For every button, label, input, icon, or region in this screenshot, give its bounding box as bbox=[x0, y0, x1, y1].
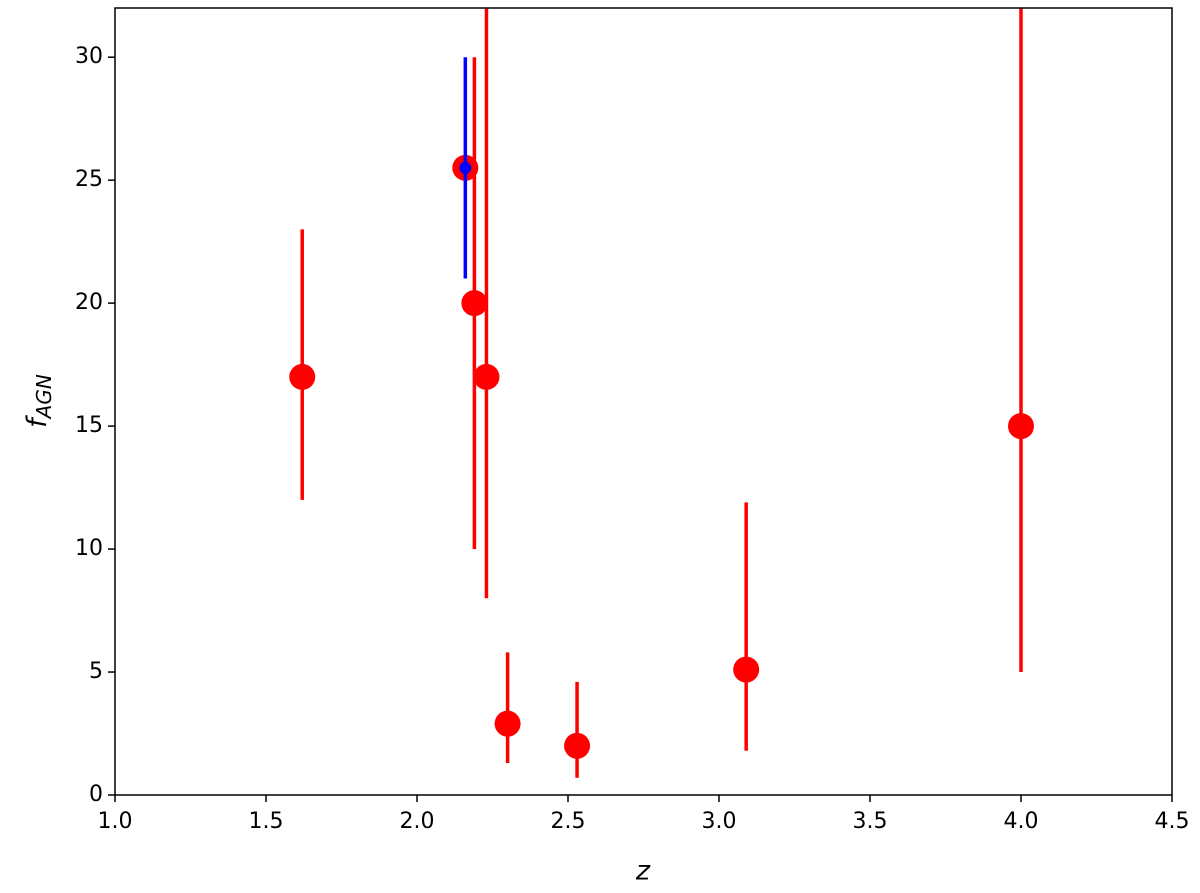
point bbox=[564, 732, 591, 759]
x-tick-label: 1.5 bbox=[249, 809, 284, 834]
y-tick-label: 30 bbox=[75, 44, 103, 69]
x-tick-label: 4.0 bbox=[1004, 809, 1039, 834]
plot-frame bbox=[114, 7, 1173, 796]
x-tick-label: 2.0 bbox=[400, 809, 435, 834]
y-tick-label: 10 bbox=[75, 536, 103, 561]
y-axis-label: fAGN bbox=[22, 374, 56, 428]
y-tick-label: 15 bbox=[75, 413, 103, 438]
point bbox=[461, 290, 488, 317]
y-tick-label: 25 bbox=[75, 167, 103, 192]
x-tick-label: 2.5 bbox=[551, 809, 586, 834]
x-tick-label: 4.5 bbox=[1155, 809, 1190, 834]
y-tick-label: 5 bbox=[89, 659, 103, 684]
point bbox=[733, 656, 760, 683]
point bbox=[289, 363, 316, 390]
point bbox=[494, 710, 521, 737]
y-label-sub: AGN bbox=[32, 374, 56, 420]
x-tick-label: 1.0 bbox=[98, 809, 133, 834]
point bbox=[459, 161, 472, 174]
x-tick-label: 3.5 bbox=[853, 809, 888, 834]
x-tick-label: 3.0 bbox=[702, 809, 737, 834]
y-tick-label: 20 bbox=[75, 290, 103, 315]
point bbox=[473, 363, 500, 390]
point bbox=[1008, 413, 1034, 440]
x-axis-label: z bbox=[635, 856, 651, 887]
y-tick-label: 0 bbox=[89, 782, 103, 807]
plot-area bbox=[289, 8, 1034, 778]
